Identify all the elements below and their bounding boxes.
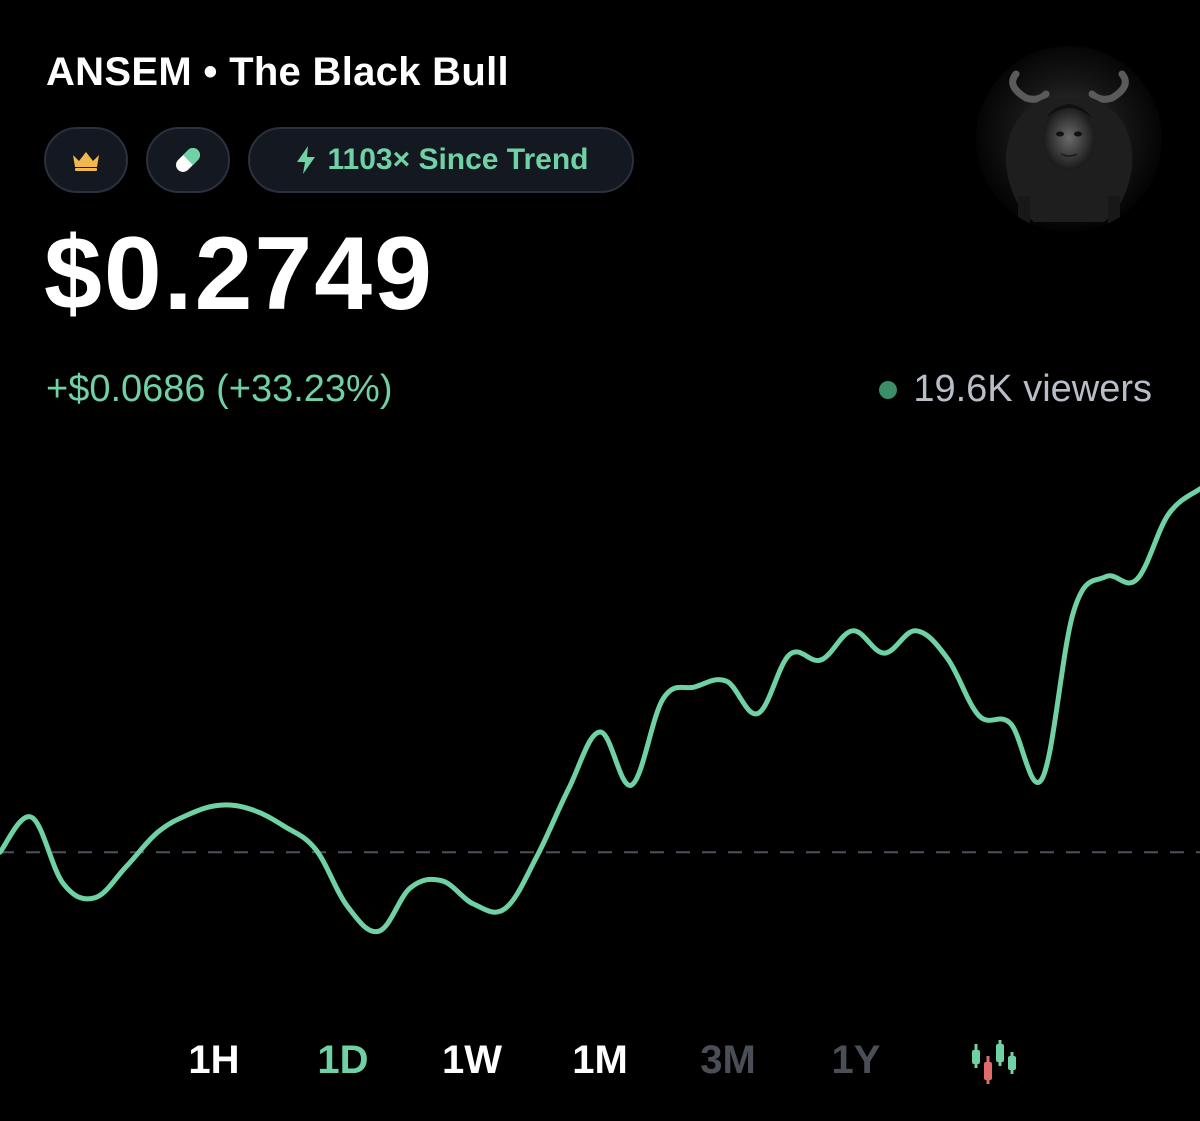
crown-badge[interactable] xyxy=(44,127,128,193)
timeframe-1d[interactable]: 1D xyxy=(317,1038,369,1082)
timeframe-selector: 1H 1D 1W 1M 3M 1Y xyxy=(0,1030,1200,1090)
timeframe-1y[interactable]: 1Y xyxy=(831,1038,881,1082)
token-avatar[interactable] xyxy=(976,46,1162,232)
price-line xyxy=(0,486,1200,935)
trend-label: 1103× Since Trend xyxy=(327,143,589,176)
timeframe-1m[interactable]: 1M xyxy=(572,1038,628,1082)
viewer-count: 19.6K viewers xyxy=(879,368,1152,411)
timeframe-3m[interactable]: 3M xyxy=(700,1038,756,1082)
timeframe-1w[interactable]: 1W xyxy=(442,1038,502,1082)
price-chart[interactable] xyxy=(0,440,1200,1000)
crown-icon xyxy=(73,152,99,171)
candlestick-icon[interactable] xyxy=(968,1038,1018,1088)
timeframe-1h[interactable]: 1H xyxy=(188,1038,240,1082)
lightning-icon xyxy=(296,146,315,174)
token-title: ANSEM • The Black Bull xyxy=(46,50,509,94)
live-dot-icon xyxy=(879,380,898,399)
price-change: +$0.0686 (+33.23%) xyxy=(46,368,393,410)
viewer-label: 19.6K viewers xyxy=(913,368,1152,410)
pill-badge[interactable] xyxy=(146,127,230,193)
trend-badge[interactable]: 1103× Since Trend xyxy=(248,127,634,193)
pill-icon xyxy=(176,148,200,172)
current-price: $0.2749 xyxy=(44,216,434,332)
black-bull-image xyxy=(976,46,1162,232)
